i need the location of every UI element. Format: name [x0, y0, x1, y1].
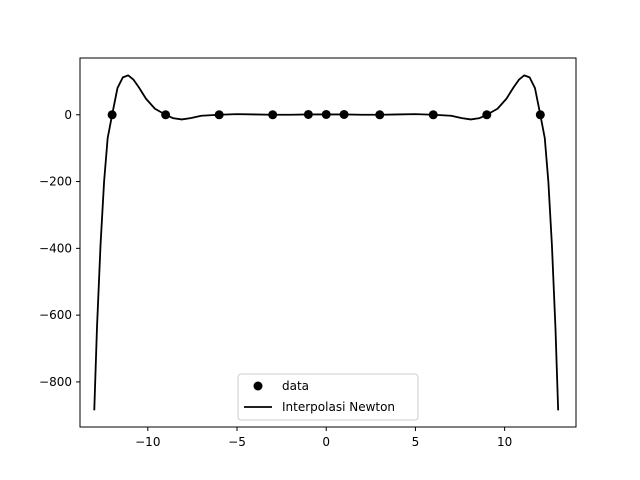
y-tick-label: 0: [64, 108, 72, 122]
legend-box: [237, 373, 419, 421]
y-tick-label: −800: [39, 375, 72, 389]
data-point: [268, 110, 278, 120]
data-point: [428, 110, 438, 120]
data-point: [482, 110, 492, 120]
x-tick-label: 0: [322, 435, 330, 449]
y-tick-label: −400: [39, 241, 72, 255]
y-tick-label: −600: [39, 308, 72, 322]
data-point: [339, 109, 349, 119]
legend: data Interpolasi Newton: [237, 373, 419, 421]
x-tick-label: −5: [228, 435, 246, 449]
data-point: [161, 110, 171, 120]
axes-frame: [79, 57, 577, 428]
series-layer: [93, 74, 560, 411]
y-axis: −800 −600 −400 −200 0: [39, 108, 80, 389]
x-tick-label: 10: [497, 435, 512, 449]
data-point: [107, 110, 117, 120]
legend-label-data: data: [282, 379, 309, 393]
data-point: [321, 109, 331, 119]
y-tick-label: −200: [39, 175, 72, 189]
x-axis: −10 −5 0 5 10: [135, 427, 512, 449]
data-point: [535, 110, 545, 120]
data-point: [303, 109, 313, 119]
legend-label-newton: Interpolasi Newton: [282, 400, 395, 414]
x-tick-label: 5: [412, 435, 420, 449]
plot-area: −10 −5 0 5 10 −800 −600 −400 −200 0: [39, 57, 577, 449]
x-tick-label: −10: [135, 435, 160, 449]
data-point: [214, 110, 224, 120]
legend-marker-data: [253, 381, 263, 391]
data-point: [375, 110, 385, 120]
